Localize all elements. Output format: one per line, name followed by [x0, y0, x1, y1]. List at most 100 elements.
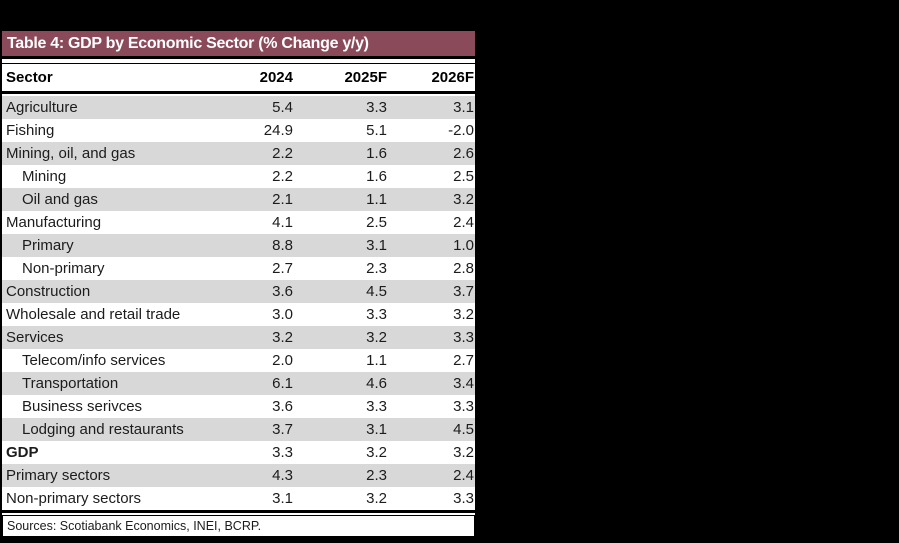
value-cell: 8.8 [272, 237, 293, 254]
value-cell: 3.0 [272, 306, 293, 323]
table-row: Mining 2.2 1.6 2.5 [2, 165, 475, 188]
value-cell: 3.7 [272, 421, 293, 438]
value-cell: 3.6 [272, 398, 293, 415]
table-row: Mining, oil, and gas 2.2 1.6 2.6 [2, 142, 475, 165]
value-cell: 2.4 [453, 467, 474, 484]
value-cell: 3.4 [453, 375, 474, 392]
value-cell: 4.3 [272, 467, 293, 484]
value-cell: 1.1 [366, 191, 387, 208]
value-cell: 3.2 [366, 329, 387, 346]
value-cell: 4.5 [366, 283, 387, 300]
sector-cell: Mining [22, 168, 67, 185]
value-cell: 2.6 [453, 145, 474, 162]
value-cell: 5.4 [272, 99, 293, 116]
value-cell: 1.1 [366, 352, 387, 369]
value-cell: 24.9 [263, 122, 293, 139]
value-cell: 3.3 [366, 99, 387, 116]
table-row: Lodging and restaurants 3.7 3.1 4.5 [2, 418, 475, 441]
value-cell: 2.7 [453, 352, 474, 369]
value-cell: 3.2 [272, 329, 293, 346]
table-row: Fishing 24.9 5.1 -2.0 [2, 119, 475, 142]
sector-cell: Primary sectors [6, 467, 111, 484]
value-cell: 2.2 [272, 145, 293, 162]
value-cell: 3.3 [453, 490, 474, 507]
sector-cell: Telecom/info services [22, 352, 166, 369]
sector-cell: Lodging and restaurants [22, 421, 184, 438]
sector-cell: Wholesale and retail trade [6, 306, 181, 323]
table-row: GDP 3.3 3.2 3.2 [2, 441, 475, 464]
sector-cell: Services [6, 329, 64, 346]
value-cell: 2.5 [366, 214, 387, 231]
sources-footer: Sources: Scotiabank Economics, INEI, BCR… [2, 515, 475, 537]
sector-cell: Non-primary sectors [6, 490, 142, 507]
value-cell: 3.2 [366, 490, 387, 507]
table-row: Construction 3.6 4.5 3.7 [2, 280, 475, 303]
value-cell: 4.6 [366, 375, 387, 392]
value-cell: 3.3 [453, 398, 474, 415]
column-header-2026f: 2026F [431, 69, 474, 86]
table-header-row: Sector 2024 2025F 2026F [2, 64, 475, 94]
value-cell: 3.7 [453, 283, 474, 300]
value-cell: 2.1 [272, 191, 293, 208]
value-cell: 4.1 [272, 214, 293, 231]
sector-cell: Manufacturing [6, 214, 102, 231]
table-row: Non-primary 2.7 2.3 2.8 [2, 257, 475, 280]
header-divider-gap [2, 94, 475, 96]
value-cell: 6.1 [272, 375, 293, 392]
gdp-sector-table: Table 4: GDP by Economic Sector (% Chang… [0, 29, 477, 539]
table-row: Business serivces 3.6 3.3 3.3 [2, 395, 475, 418]
title-divider [2, 56, 475, 64]
sector-cell: Fishing [6, 122, 55, 139]
column-header-sector: Sector [6, 69, 53, 86]
value-cell: 3.6 [272, 283, 293, 300]
table-row: Wholesale and retail trade 3.0 3.3 3.2 [2, 303, 475, 326]
value-cell: 2.3 [366, 260, 387, 277]
sector-cell: Business serivces [22, 398, 143, 415]
table-row: Primary 8.8 3.1 1.0 [2, 234, 475, 257]
table-row: Non-primary sectors 3.1 3.2 3.3 [2, 487, 475, 510]
value-cell: 3.3 [366, 398, 387, 415]
sector-cell: Agriculture [6, 99, 78, 116]
table-row: Manufacturing 4.1 2.5 2.4 [2, 211, 475, 234]
table-row: Agriculture 5.4 3.3 3.1 [2, 96, 475, 119]
value-cell: 2.3 [366, 467, 387, 484]
sector-cell: Construction [6, 283, 91, 300]
value-cell: 3.2 [453, 444, 474, 461]
value-cell: 1.0 [453, 237, 474, 254]
sources-text: Sources: Scotiabank Economics, INEI, BCR… [7, 519, 262, 533]
value-cell: 3.2 [366, 444, 387, 461]
sector-cell: Primary [22, 237, 74, 254]
column-header-2024: 2024 [259, 69, 293, 86]
table-row: Primary sectors 4.3 2.3 2.4 [2, 464, 475, 487]
value-cell: 5.1 [366, 122, 387, 139]
sector-cell: Non-primary [22, 260, 105, 277]
value-cell: 1.6 [366, 145, 387, 162]
table-row: Services 3.2 3.2 3.3 [2, 326, 475, 349]
value-cell: 2.8 [453, 260, 474, 277]
value-cell: 1.6 [366, 168, 387, 185]
value-cell: 3.2 [453, 191, 474, 208]
value-cell: 3.3 [366, 306, 387, 323]
column-header-2025f: 2025F [344, 69, 387, 86]
table-row: Transportation 6.1 4.6 3.4 [2, 372, 475, 395]
value-cell: 3.3 [272, 444, 293, 461]
value-cell: 3.1 [366, 237, 387, 254]
value-cell: 2.7 [272, 260, 293, 277]
value-cell: 3.1 [453, 99, 474, 116]
value-cell: 2.0 [272, 352, 293, 369]
value-cell: 3.1 [366, 421, 387, 438]
table-row: Oil and gas 2.1 1.1 3.2 [2, 188, 475, 211]
value-cell: 3.2 [453, 306, 474, 323]
value-cell: 4.5 [453, 421, 474, 438]
value-cell: 2.2 [272, 168, 293, 185]
table-bottom-divider [2, 510, 475, 515]
value-cell: 3.1 [272, 490, 293, 507]
sector-cell: Transportation [22, 375, 119, 392]
sector-cell: Mining, oil, and gas [6, 145, 136, 162]
table-title-bar: Table 4: GDP by Economic Sector (% Chang… [2, 31, 475, 56]
value-cell: -2.0 [448, 122, 474, 139]
sector-cell: GDP [6, 444, 39, 461]
value-cell: 3.3 [453, 329, 474, 346]
table-title: Table 4: GDP by Economic Sector (% Chang… [7, 35, 369, 52]
value-cell: 2.5 [453, 168, 474, 185]
